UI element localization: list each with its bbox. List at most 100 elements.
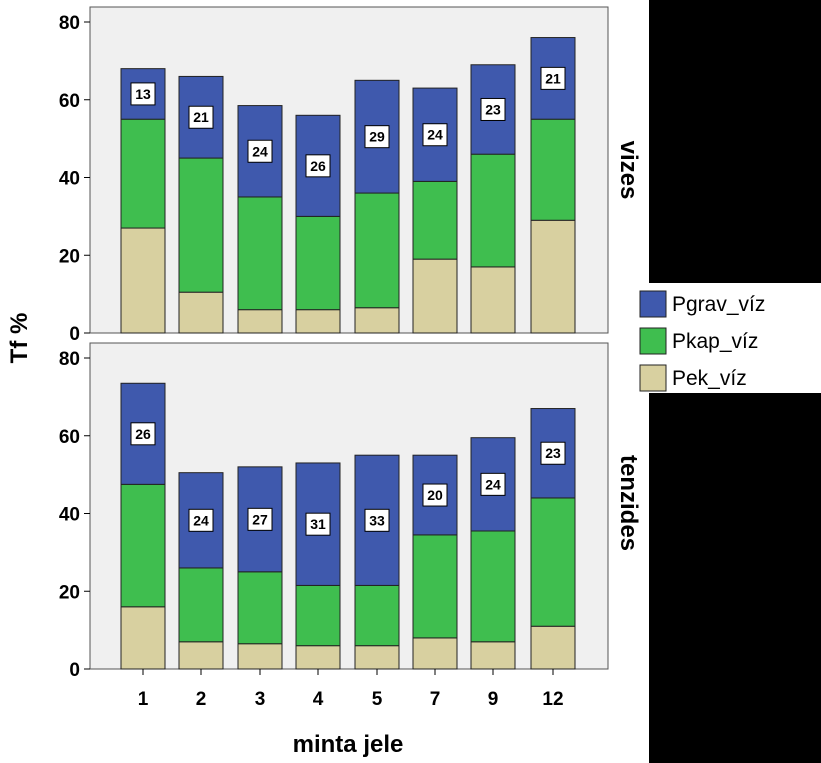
bar-segment-pek-viz-12 [530, 219, 576, 334]
x-axis-ticks: 1 2 3 4 5 7 9 12 [138, 669, 564, 710]
data-label: 23 [545, 445, 561, 461]
legend-swatch [639, 327, 667, 355]
bar-segment-pkap-viz-4 [295, 215, 341, 311]
data-label: 20 [427, 487, 443, 503]
bar-segment-pek-viz-9 [470, 641, 516, 670]
bar-segment-pkap-viz-12 [530, 118, 576, 221]
y-tick-label: 60 [59, 91, 80, 112]
legend-swatch [639, 364, 667, 392]
panel-top: 13 21 24 26 29 24 23 21 0 20 40 60 80 vizes [59, 6, 642, 345]
legend-swatch [639, 290, 667, 318]
bar-segment-pkap-viz-9 [470, 153, 516, 268]
data-label-box [305, 154, 331, 178]
panel-bottom-background [89, 342, 609, 670]
panel-bottom: 26 24 27 31 33 20 24 23 0 20 40 60 80 tenzides [59, 342, 642, 681]
data-label: 33 [369, 512, 385, 528]
y-tick-label: 20 [59, 246, 80, 267]
data-label-box [422, 123, 448, 147]
x-tick-label: 4 [313, 689, 324, 710]
bar-segment-pek-viz-2 [178, 641, 224, 670]
bar-segment-pkap-viz-1 [120, 483, 166, 608]
y-tick-label: 0 [69, 324, 80, 345]
bar-segment-pkap-viz-3 [237, 571, 283, 645]
data-label-box [422, 483, 448, 507]
data-label-box [130, 422, 156, 446]
bar-segment-pek-viz-3 [237, 643, 283, 670]
data-label: 24 [427, 127, 443, 143]
x-tick-label: 2 [196, 689, 207, 710]
data-label-box [188, 508, 214, 532]
bar-segment-pek-viz-7 [412, 258, 458, 334]
panel-top-background [89, 6, 609, 334]
bar-segment-pkap-viz-5 [354, 192, 400, 309]
y-tick-label: 20 [59, 582, 80, 603]
bar-segment-pgrav-viz-3 [237, 105, 283, 198]
data-label-box [188, 105, 214, 129]
y-tick-label: 40 [59, 169, 80, 190]
data-label-box [130, 82, 156, 106]
panel-bottom-bars: 26 24 27 31 33 20 24 23 [120, 382, 576, 670]
bar-segment-pek-viz-7 [412, 637, 458, 670]
y-tick-label: 40 [59, 505, 80, 526]
bar-segment-pek-viz-5 [354, 307, 400, 334]
legend-label: Pkap_víz [672, 330, 758, 353]
bar-segment-pkap-viz-1 [120, 118, 166, 229]
legend: Pgrav_víz Pkap_víz Pek_víz [639, 290, 765, 392]
bar-segment-pek-viz-1 [120, 606, 166, 670]
x-tick-label: 3 [255, 689, 266, 710]
bar-segment-pkap-viz-3 [237, 196, 283, 311]
bar-segment-pkap-viz-7 [412, 534, 458, 639]
data-label: 27 [252, 511, 268, 527]
data-label: 24 [485, 476, 501, 492]
bar-segment-pkap-viz-7 [412, 180, 458, 260]
bar-segment-pek-viz-2 [178, 291, 224, 334]
bar-segment-pkap-viz-12 [530, 497, 576, 627]
legend-label: Pgrav_víz [672, 293, 765, 316]
data-label-box [364, 125, 390, 149]
y-tick-label: 80 [59, 349, 80, 370]
data-label: 24 [193, 512, 209, 528]
panel-bottom-y-ticks: 0 20 40 60 80 [59, 349, 90, 681]
data-label-box [247, 507, 273, 531]
data-label: 31 [310, 516, 326, 532]
data-label: 21 [193, 109, 209, 125]
x-tick-label: 12 [542, 689, 563, 710]
x-tick-label: 9 [488, 689, 499, 710]
data-label: 23 [485, 101, 501, 117]
data-label-box [540, 441, 566, 465]
bar-segment-pkap-viz-2 [178, 157, 224, 293]
bar-segment-pek-viz-1 [120, 227, 166, 334]
right-black-block-top [649, 0, 821, 283]
data-label: 21 [545, 70, 561, 86]
bar-segment-pkap-viz-4 [295, 584, 341, 647]
y-tick-label: 60 [59, 427, 80, 448]
bar-segment-pek-viz-5 [354, 645, 400, 670]
data-label-box [247, 139, 273, 163]
bar-segment-pek-viz-4 [295, 309, 341, 334]
data-label-box [364, 508, 390, 532]
data-label: 13 [135, 86, 151, 102]
bar-segment-pkap-viz-9 [470, 530, 516, 643]
bar-segment-pek-viz-9 [470, 266, 516, 334]
data-label-box [305, 512, 331, 536]
y-axis-title: Tf % [6, 313, 33, 364]
bar-segment-pkap-viz-2 [178, 567, 224, 643]
bar-segment-pek-viz-12 [530, 625, 576, 670]
right-black-block-bottom [649, 393, 821, 763]
bar-segment-pgrav-viz-2 [178, 75, 224, 159]
panel-label-bottom: tenzides [615, 455, 642, 551]
panel-label-top: vizes [615, 141, 642, 200]
x-axis-title: minta jele [293, 731, 404, 758]
panel-top-y-ticks: 0 20 40 60 80 [59, 13, 90, 345]
data-label: 26 [310, 158, 326, 174]
data-label: 26 [135, 426, 151, 442]
bar-segment-pek-viz-3 [237, 309, 283, 334]
legend-label: Pek_víz [672, 367, 747, 390]
x-tick-label: 7 [430, 689, 441, 710]
y-tick-label: 80 [59, 13, 80, 34]
bar-segment-pgrav-viz-12 [530, 37, 576, 120]
data-label: 24 [252, 143, 268, 159]
data-label-box [480, 97, 506, 121]
data-label-box [540, 66, 566, 90]
